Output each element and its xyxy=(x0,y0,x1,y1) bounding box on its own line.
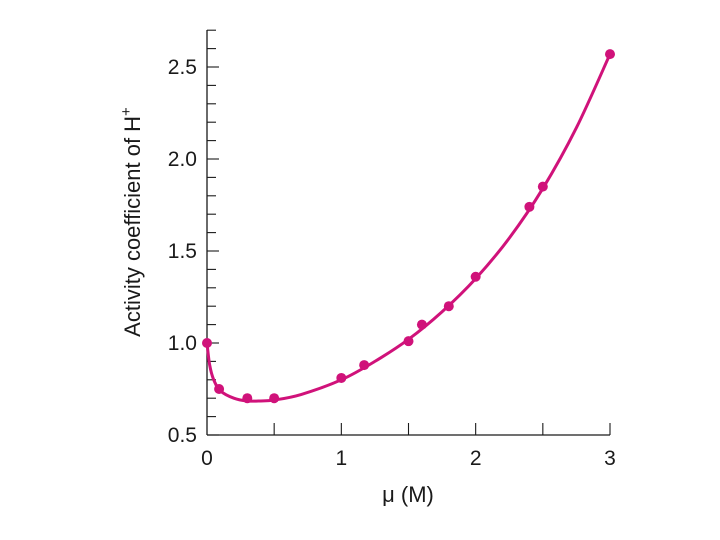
data-point xyxy=(443,301,454,312)
data-point xyxy=(605,49,615,60)
data-point xyxy=(336,372,347,383)
y-axis-label-superscript: + xyxy=(118,107,135,116)
data-point xyxy=(359,360,370,371)
y-tick-label: 1.5 xyxy=(168,240,197,263)
data-point xyxy=(470,271,481,282)
fit-curve xyxy=(205,52,612,403)
data-point xyxy=(537,181,548,192)
data-point xyxy=(202,338,212,348)
y-axis-label-main: Activity coefficient of H xyxy=(120,116,145,337)
axes: 0.5 1.0 1.5 2.0 2.5 0 1 2 3 xyxy=(168,29,616,470)
data-point xyxy=(524,201,535,212)
data-point xyxy=(214,384,225,394)
y-tick-label: 0.5 xyxy=(168,424,197,447)
data-point xyxy=(242,393,253,404)
data-points-layer xyxy=(202,49,615,404)
x-tick-label: 3 xyxy=(604,447,616,470)
x-axis-label: μ (M) xyxy=(382,482,434,507)
data-point xyxy=(416,319,427,330)
x-tick-label: 2 xyxy=(470,447,482,470)
y-tick-label: 2.0 xyxy=(168,148,197,171)
y-tick-label: 2.5 xyxy=(168,56,197,79)
x-tick-label: 1 xyxy=(335,447,347,470)
x-tick-label: 0 xyxy=(201,447,213,470)
y-tick-label: 1.0 xyxy=(168,332,197,355)
y-axis-label: Activity coefficient of H+ xyxy=(118,107,145,337)
data-point xyxy=(269,393,280,404)
data-point xyxy=(403,336,414,347)
fit-curve-layer xyxy=(205,52,612,403)
